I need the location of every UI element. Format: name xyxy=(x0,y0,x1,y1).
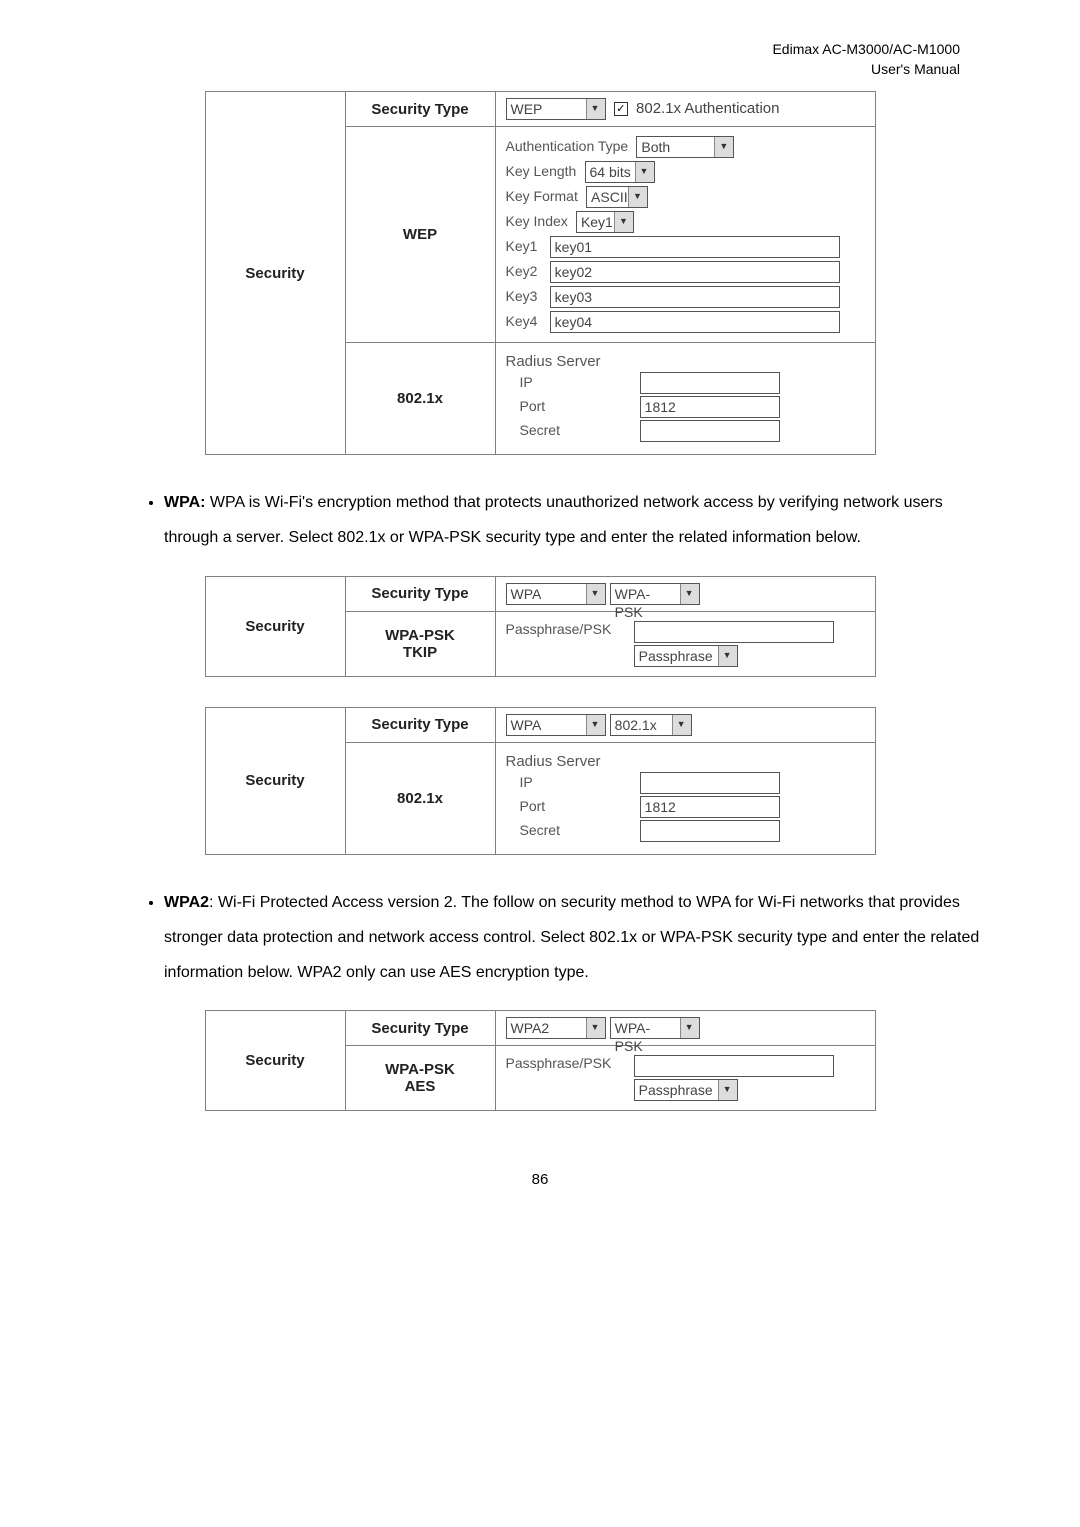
key-format-label: Key Format xyxy=(506,188,578,204)
key4-input[interactable]: key04 xyxy=(550,311,840,333)
passphrase-label: Passphrase/PSK xyxy=(506,621,626,637)
key-index-label: Key Index xyxy=(506,213,568,229)
wpa-psk-row-label: WPA-PSK TKIP xyxy=(345,611,495,676)
radius-ip-input[interactable] xyxy=(640,372,780,394)
chevron-down-icon xyxy=(715,137,733,157)
chevron-down-icon xyxy=(629,187,647,207)
key4-label: Key4 xyxy=(506,313,542,329)
radius-ip-label: IP xyxy=(506,774,636,790)
wpa-label: WPA: xyxy=(164,494,205,511)
header-line2: User's Manual xyxy=(871,61,960,77)
wpa2-paragraph: WPA2: Wi-Fi Protected Access version 2. … xyxy=(140,885,980,991)
chevron-down-icon xyxy=(587,99,605,119)
8021x-auth-label: 802.1x Authentication xyxy=(636,100,779,117)
wpa-paragraph: WPA: WPA is Wi-Fi's encryption method th… xyxy=(140,485,980,555)
chevron-down-icon xyxy=(636,162,654,182)
wpa2-psk-table: Security Security Type WPA2 WPA-PSK WPA-… xyxy=(205,1010,876,1111)
wep-row-label: WEP xyxy=(345,127,495,343)
security-type-label: Security Type xyxy=(345,1011,495,1046)
chevron-down-icon xyxy=(719,1080,737,1100)
key-length-label: Key Length xyxy=(506,163,577,179)
wpa-mode-select[interactable]: 802.1x xyxy=(610,714,692,736)
chevron-down-icon xyxy=(587,584,605,604)
radius-secret-label: Secret xyxy=(506,822,636,838)
wpa2-label: WPA2 xyxy=(164,894,209,911)
passphrase-input[interactable] xyxy=(634,1055,834,1077)
passphrase-select[interactable]: Passphrase xyxy=(634,1079,738,1101)
passphrase-label: Passphrase/PSK xyxy=(506,1055,626,1071)
chevron-down-icon xyxy=(681,1018,699,1038)
wpa-mode-select[interactable]: WPA-PSK xyxy=(610,583,700,605)
key1-label: Key1 xyxy=(506,238,542,254)
key-format-select[interactable]: ASCII xyxy=(586,186,648,208)
wpa-text: WPA is Wi-Fi's encryption method that pr… xyxy=(164,494,943,546)
radius-port-label: Port xyxy=(506,798,636,814)
radius-secret-label: Secret xyxy=(506,422,636,438)
key2-input[interactable]: key02 xyxy=(550,261,840,283)
wep-config-table: Security Security Type WEP 802.1x Authen… xyxy=(205,91,876,455)
key-index-select[interactable]: Key1 xyxy=(576,211,634,233)
8021x-row-label: 802.1x xyxy=(345,343,495,455)
8021x-auth-checkbox[interactable] xyxy=(614,102,628,116)
security-type-label: Security Type xyxy=(345,707,495,742)
chevron-down-icon xyxy=(587,1018,605,1038)
wpa-psk-table: Security Security Type WPA WPA-PSK WPA-P… xyxy=(205,576,876,677)
wpa-8021x-table: Security Security Type WPA 802.1x 802.1x… xyxy=(205,707,876,855)
chevron-down-icon xyxy=(673,715,691,735)
passphrase-select[interactable]: Passphrase xyxy=(634,645,738,667)
radius-ip-label: IP xyxy=(506,374,636,390)
radius-port-input[interactable]: 1812 xyxy=(640,396,780,418)
wpa2-mode-select[interactable]: WPA-PSK xyxy=(610,1017,700,1039)
key3-input[interactable]: key03 xyxy=(550,286,840,308)
security-type-select[interactable]: WEP xyxy=(506,98,606,120)
auth-type-select[interactable]: Both xyxy=(636,136,734,158)
8021x-row-label: 802.1x xyxy=(345,742,495,854)
chevron-down-icon xyxy=(587,715,605,735)
security-label: Security xyxy=(205,576,345,676)
chevron-down-icon xyxy=(719,646,737,666)
key1-input[interactable]: key01 xyxy=(550,236,840,258)
wpa2-psk-row-label: WPA-PSK AES xyxy=(345,1046,495,1111)
security-type-label: Security Type xyxy=(345,576,495,611)
security-label: Security xyxy=(205,707,345,854)
radius-server-title: Radius Server xyxy=(506,753,865,770)
radius-secret-input[interactable] xyxy=(640,420,780,442)
radius-server-title: Radius Server xyxy=(506,353,865,370)
radius-secret-input[interactable] xyxy=(640,820,780,842)
key2-label: Key2 xyxy=(506,263,542,279)
security-label: Security xyxy=(205,92,345,455)
chevron-down-icon xyxy=(681,584,699,604)
chevron-down-icon xyxy=(615,212,633,232)
passphrase-input[interactable] xyxy=(634,621,834,643)
security-type-label: Security Type xyxy=(345,92,495,127)
key-length-select[interactable]: 64 bits xyxy=(585,161,655,183)
page-header: Edimax AC-M3000/AC-M1000 User's Manual xyxy=(100,40,980,79)
radius-port-input[interactable]: 1812 xyxy=(640,796,780,818)
radius-port-label: Port xyxy=(506,398,636,414)
auth-type-label: Authentication Type xyxy=(506,138,629,154)
key3-label: Key3 xyxy=(506,288,542,304)
wpa-type-select[interactable]: WPA xyxy=(506,714,606,736)
radius-ip-input[interactable] xyxy=(640,772,780,794)
wpa2-type-select[interactable]: WPA2 xyxy=(506,1017,606,1039)
header-line1: Edimax AC-M3000/AC-M1000 xyxy=(772,41,960,57)
page-number: 86 xyxy=(100,1171,980,1188)
wpa2-text: : Wi-Fi Protected Access version 2. The … xyxy=(164,894,979,981)
security-label: Security xyxy=(205,1011,345,1111)
wpa-type-select[interactable]: WPA xyxy=(506,583,606,605)
